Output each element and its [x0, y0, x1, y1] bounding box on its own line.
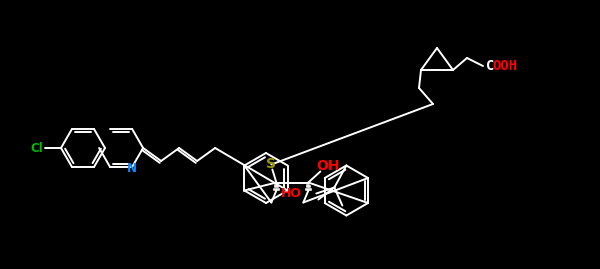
Text: OOH: OOH	[492, 59, 517, 73]
Text: Cl: Cl	[31, 141, 43, 154]
Text: N: N	[127, 162, 137, 175]
Text: S: S	[266, 158, 277, 172]
Text: HO: HO	[281, 187, 302, 200]
Text: C: C	[486, 59, 494, 73]
Text: OH: OH	[317, 160, 340, 174]
